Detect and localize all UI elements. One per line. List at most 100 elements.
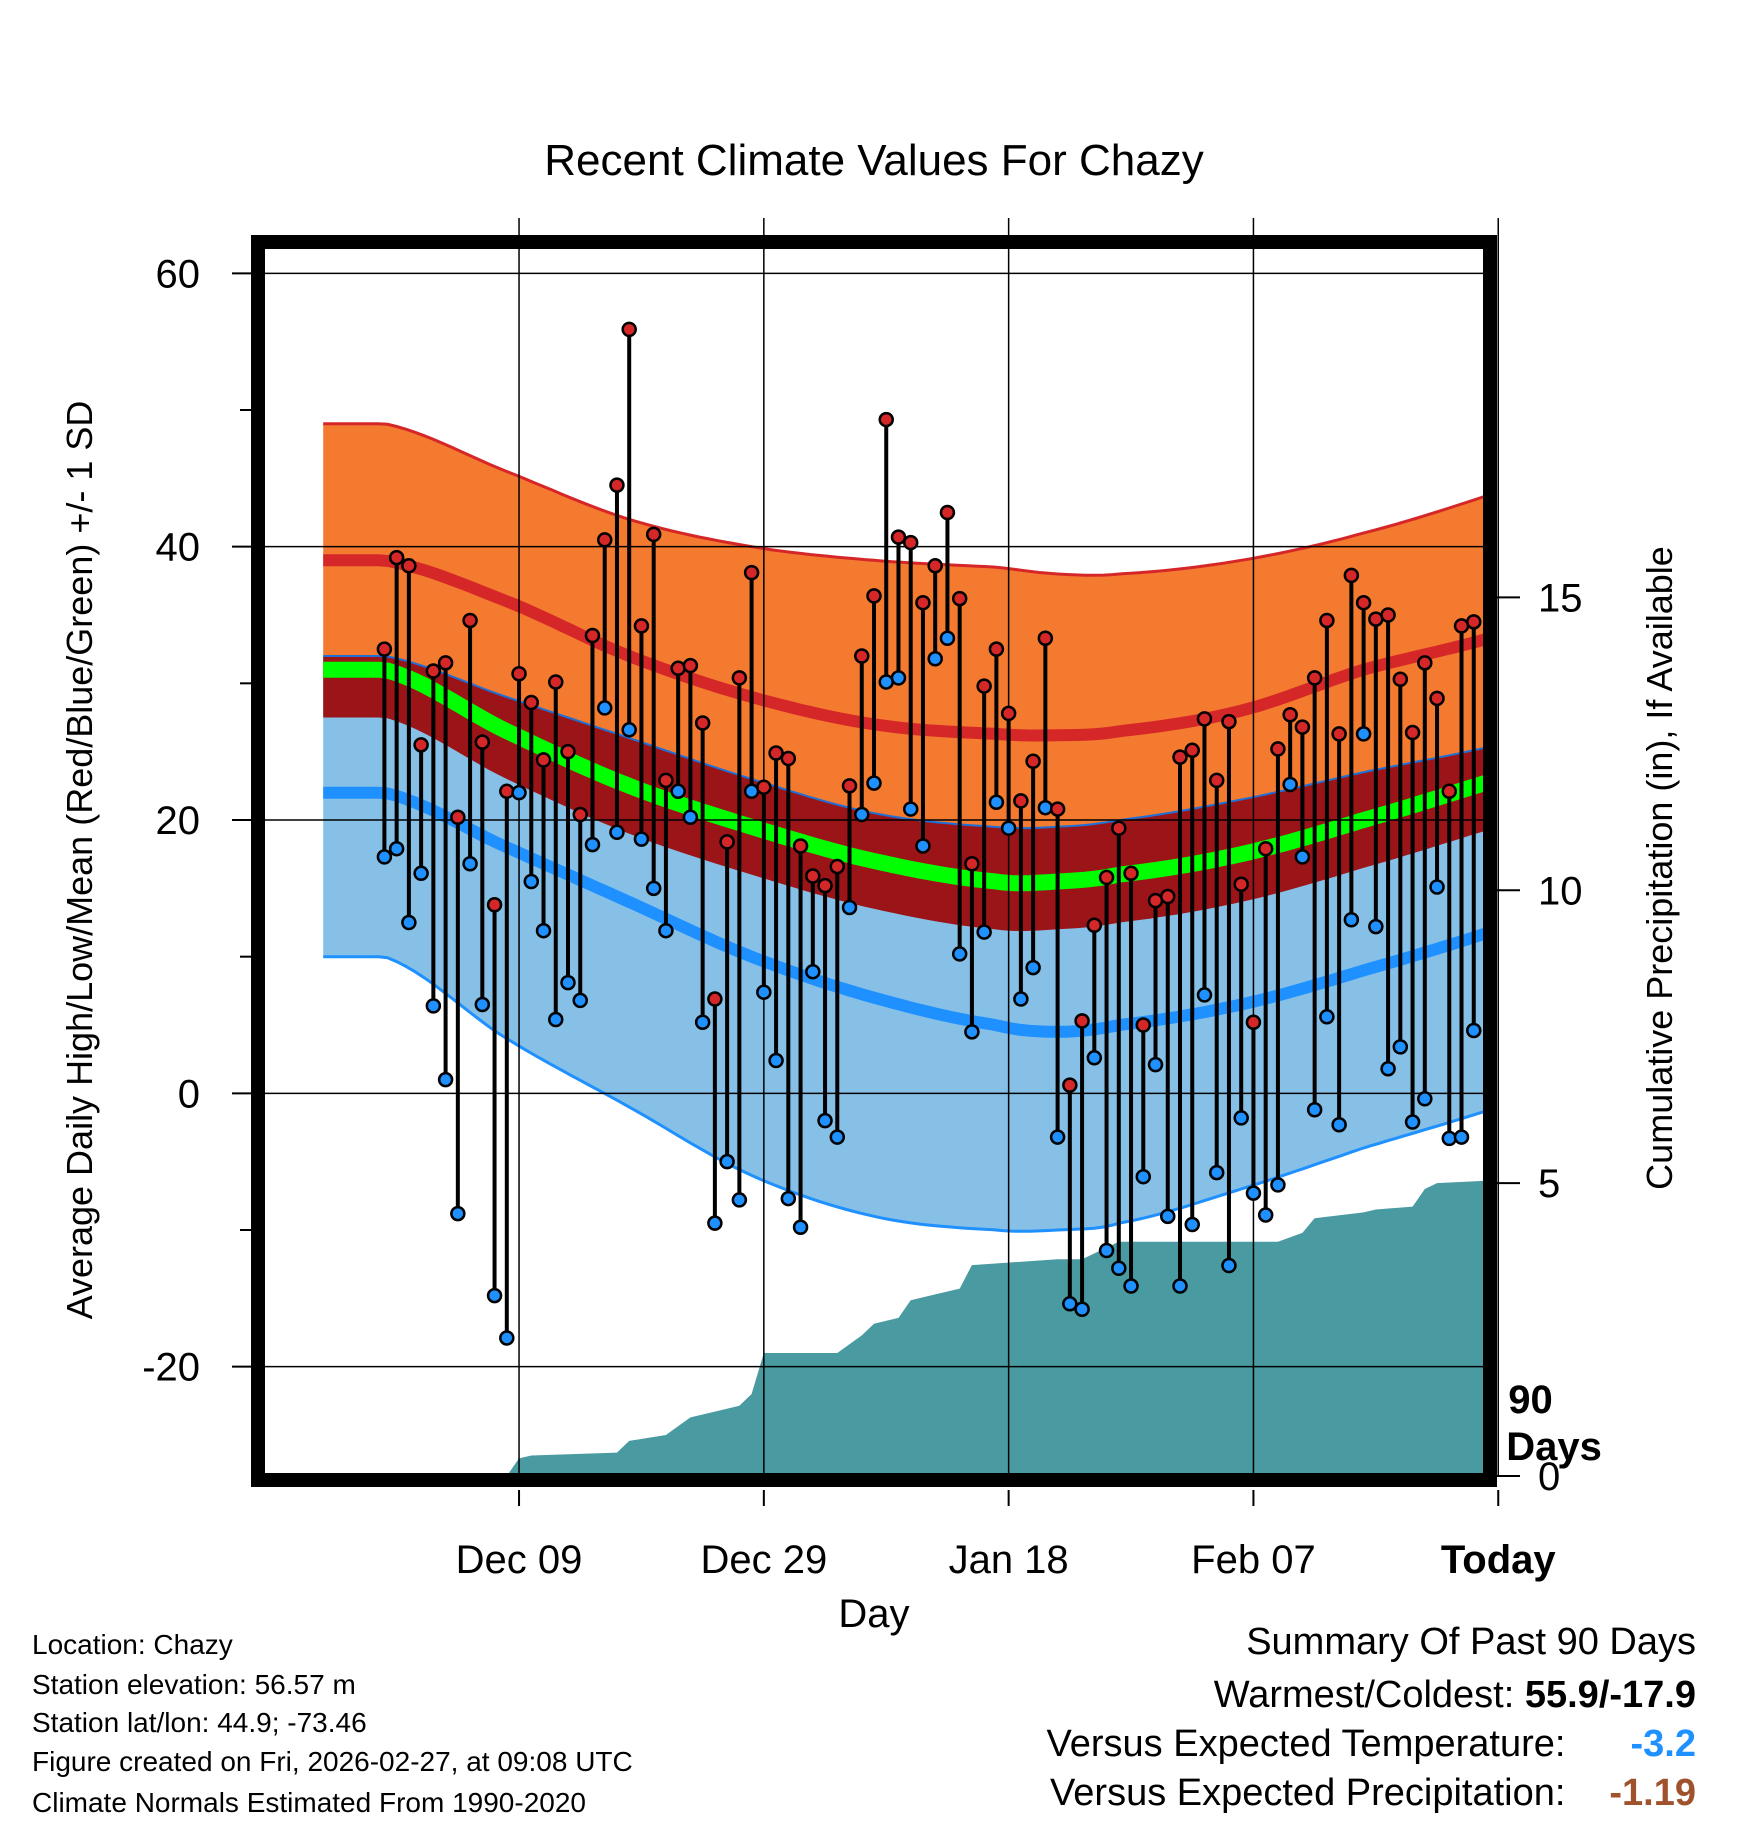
high-temp-point bbox=[915, 594, 931, 611]
low-temp-point bbox=[1208, 1164, 1225, 1181]
low-temp-point bbox=[584, 836, 601, 853]
high-mean-line bbox=[323, 554, 1486, 742]
low-temp-point bbox=[1466, 1022, 1482, 1039]
high-temp-point bbox=[1074, 1013, 1090, 1029]
high-temp-point bbox=[1037, 630, 1054, 646]
avg-upper-band bbox=[323, 656, 1486, 884]
high-temp-point bbox=[1282, 707, 1298, 723]
high-temp-point bbox=[560, 743, 576, 760]
high-lower-band bbox=[323, 560, 1486, 829]
high-temp-point bbox=[548, 674, 564, 690]
high-temp-point bbox=[866, 588, 882, 604]
high-temp-point bbox=[854, 648, 870, 664]
low-temp-point bbox=[890, 670, 907, 686]
temp-value: -3.2 bbox=[1630, 1723, 1696, 1765]
warmest-label: Warmest/Coldest: bbox=[1213, 1674, 1515, 1716]
low-temp-point bbox=[939, 630, 956, 646]
low-temp-point bbox=[951, 946, 968, 962]
high-temp-point bbox=[1233, 876, 1249, 892]
high-temp-point bbox=[1086, 917, 1103, 933]
low-temp-point bbox=[805, 963, 821, 980]
y-tick-label: 40 bbox=[156, 526, 201, 570]
low-temp-point bbox=[707, 1215, 723, 1231]
low-temp-point bbox=[1037, 799, 1054, 816]
low-temp-point bbox=[719, 1153, 735, 1170]
high-temp-point bbox=[1319, 612, 1335, 629]
high-temp-point bbox=[474, 734, 491, 750]
low-temp-point bbox=[462, 855, 478, 872]
low-temp-point bbox=[523, 873, 540, 890]
low-temp-point bbox=[645, 880, 662, 897]
high-temp-point bbox=[1184, 742, 1200, 759]
high-temp-point bbox=[743, 564, 760, 581]
high-temp-point bbox=[1221, 713, 1237, 730]
low-temp-point bbox=[866, 775, 882, 791]
low-temp-point bbox=[841, 899, 858, 916]
high-temp-point bbox=[1331, 726, 1347, 742]
low-temp-point bbox=[548, 1011, 564, 1028]
high-temp-point bbox=[1417, 655, 1433, 671]
high-temp-point bbox=[1111, 820, 1127, 836]
low-temp-point bbox=[927, 650, 943, 667]
high-temp-point bbox=[376, 641, 393, 657]
low-temp-point bbox=[1062, 1296, 1078, 1312]
high-sd-band bbox=[323, 423, 1486, 736]
low-temp-point bbox=[756, 984, 772, 1000]
high-temp-point bbox=[1343, 567, 1360, 584]
high-temp-point bbox=[425, 663, 442, 679]
y2-tick-label: 10 bbox=[1538, 869, 1583, 913]
summary-title: Summary Of Past 90 Days bbox=[1246, 1621, 1696, 1663]
low-temp-point bbox=[1233, 1110, 1249, 1126]
latlon-text: Station lat/lon: 44.9; -73.46 bbox=[32, 1707, 367, 1738]
y-tick-label: 0 bbox=[178, 1072, 200, 1116]
high-temp-point bbox=[1257, 840, 1274, 857]
low-temp-point bbox=[1270, 1177, 1286, 1193]
low-temp-point bbox=[450, 1205, 466, 1222]
normals-text: Climate Normals Estimated From 1990-2020 bbox=[32, 1787, 586, 1818]
y-axis-label: Average Daily High/Low/Mean (Red/Blue/Gr… bbox=[59, 401, 100, 1320]
low-temp-point bbox=[1049, 1129, 1066, 1145]
high-temp-point bbox=[805, 868, 821, 884]
precip-label: Versus Expected Precipitation: bbox=[1050, 1772, 1566, 1814]
low-temp-point bbox=[1221, 1257, 1237, 1274]
low-temp-point bbox=[1196, 987, 1213, 1003]
low-temp-point bbox=[1417, 1091, 1433, 1107]
low-temp-point bbox=[1123, 1278, 1139, 1294]
low-temp-point bbox=[401, 914, 417, 931]
low-temp-point bbox=[1441, 1130, 1458, 1147]
high-temp-point bbox=[1135, 1017, 1152, 1033]
temp-label: Versus Expected Temperature: bbox=[1046, 1723, 1566, 1765]
low-temp-point bbox=[658, 922, 674, 939]
x-tick-label: Dec 09 bbox=[456, 1538, 583, 1582]
high-temp-point bbox=[401, 558, 417, 574]
window-label-unit: Days bbox=[1506, 1425, 1602, 1469]
high-temp-point bbox=[1392, 671, 1409, 687]
high-temp-point bbox=[951, 590, 968, 607]
high-temp-point bbox=[1270, 741, 1286, 757]
summary-warmest: Warmest/Coldest: 55.9/-17.9 bbox=[1214, 1674, 1696, 1717]
low-temp-point bbox=[964, 1024, 980, 1040]
low-temp-point bbox=[1074, 1301, 1090, 1318]
high-temp-point bbox=[890, 529, 907, 545]
high-temp-point bbox=[511, 666, 527, 682]
low-sd-bottom-line bbox=[323, 955, 1486, 1233]
high-temp-point bbox=[486, 896, 503, 913]
low-temp-point bbox=[1147, 1056, 1164, 1073]
low-temp-point bbox=[1368, 918, 1384, 935]
low-temp-point bbox=[1392, 1039, 1409, 1055]
high-temp-point bbox=[964, 855, 980, 872]
y2-tick-label: 0 bbox=[1538, 1455, 1560, 1499]
high-temp-point bbox=[462, 612, 478, 629]
high-temp-point bbox=[756, 779, 772, 795]
high-temp-point bbox=[609, 477, 625, 493]
y2-axis-label: Cumulative Precipitation (in), If Availa… bbox=[1639, 546, 1680, 1190]
low-temp-point bbox=[499, 1330, 515, 1346]
high-temp-point bbox=[596, 532, 613, 548]
avg-mean-line bbox=[323, 661, 1486, 892]
low-temp-point bbox=[1013, 991, 1029, 1007]
high-temp-point bbox=[1196, 711, 1213, 727]
low-temp-point bbox=[915, 838, 931, 854]
low-temp-point bbox=[1111, 1260, 1127, 1277]
high-temp-point bbox=[437, 655, 454, 671]
low-temp-point bbox=[1404, 1114, 1421, 1130]
